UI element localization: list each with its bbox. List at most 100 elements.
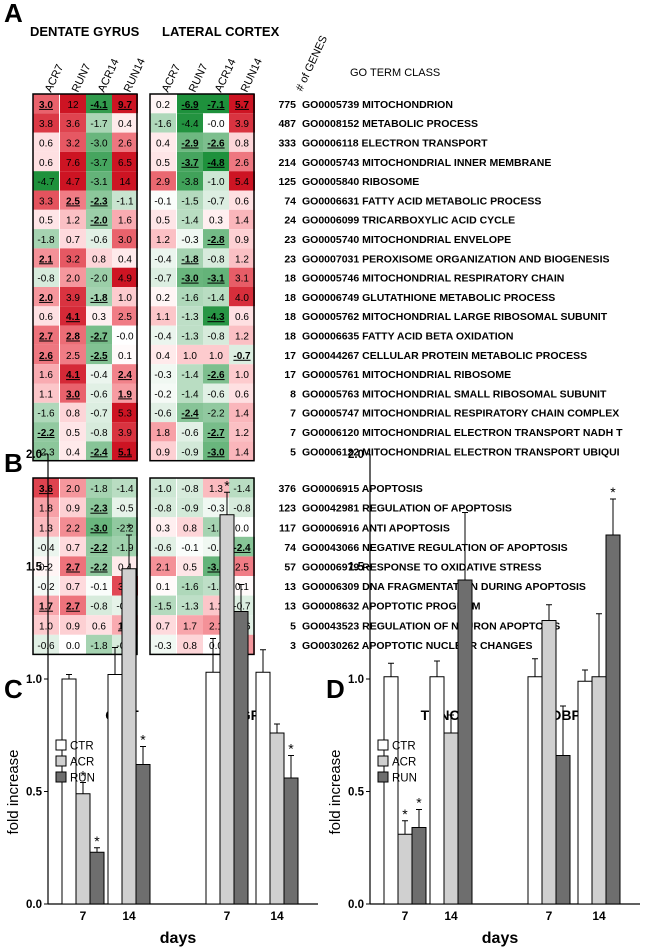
heatmap-a-gene-count: 7 — [290, 427, 296, 439]
heatmap-b-cell — [60, 634, 86, 655]
heatmap-a-cell-value: 2.0 — [66, 274, 80, 285]
heatmap-a-cell — [229, 344, 255, 365]
heatmap-b-go-term: GO0006979 RESPONSE TO OXIDATIVE STRESS — [302, 562, 541, 574]
heatmap-a-cell-value: -2.3 — [90, 196, 108, 207]
heatmap-a-cell-value: 2.6 — [235, 158, 249, 169]
heatmap-a-cell-value: 1.4 — [235, 409, 249, 420]
chart-c-legend-label: RUN — [70, 773, 95, 785]
heatmap-a-cell — [86, 364, 112, 384]
heatmap-a-cell — [112, 422, 138, 442]
heatmap-a-cell — [203, 287, 229, 307]
heatmap-a-cell-value: -3.0 — [181, 274, 199, 285]
heatmap-a-cell — [112, 113, 138, 133]
heatmap-a: 3.0 12 -4.1 9.7 0.2 -6.9 -7.1 5.7 775 GO0005739 M… — [32, 93, 623, 462]
heatmap-a-cell-value: 2.5 — [66, 196, 80, 207]
heatmap-a-cell — [229, 422, 255, 442]
heatmap-a-cell — [150, 209, 176, 230]
heatmap-b-cell-value: -0.6 — [154, 543, 172, 554]
genes-count-header: # of GENES — [294, 34, 330, 93]
chart-c-y-tick-label: 1.0 — [26, 674, 42, 686]
heatmap-b-cell — [33, 576, 59, 596]
chart-d-x-axis-label: days — [482, 930, 519, 947]
chart-c-legend-swatch — [55, 739, 67, 751]
heatmap-b-go-term: GO0030262 APOPTOTIC NUCLEAR CHANGES — [302, 640, 532, 652]
heatmap-a-cell — [203, 383, 229, 403]
heatmap-b-cell-value: 0.8 — [183, 523, 197, 534]
chart-d-legend-label: RUN — [392, 773, 417, 785]
heatmap-a-cell — [203, 441, 229, 461]
heatmap-a-cell-value: -4.8 — [207, 158, 225, 169]
heatmap-a-cell-value: -3.7 — [90, 158, 108, 169]
heatmap-a-cell-value: -0.4 — [90, 370, 108, 381]
heatmap-a-border-dg — [32, 93, 138, 462]
heatmap-a-cell-value: 1.2 — [235, 331, 249, 342]
heatmap-a-cell — [229, 229, 255, 249]
heatmap-a-cell — [112, 383, 138, 403]
heatmap-a-cell — [150, 402, 176, 423]
heatmap-a-cell-value: -0.0 — [207, 119, 225, 130]
heatmap-a-cell — [150, 113, 176, 133]
chart-d-bar — [591, 676, 607, 905]
heatmap-a-cell-value: -3.8 — [181, 177, 199, 188]
heatmap-a-cell — [177, 383, 203, 403]
heatmap-a-cell-value: 3.0 — [118, 235, 132, 246]
panel-b-letter: B — [4, 448, 23, 478]
heatmap-a-cell-value: 2.6 — [118, 138, 132, 149]
heatmap-a-cell-value: 0.5 — [66, 428, 80, 439]
heatmap-a-cell — [60, 94, 86, 114]
chart-c-bar — [255, 671, 271, 905]
heatmap-a-cell — [229, 94, 255, 114]
heatmap-a-cell-value: -0.6 — [90, 235, 108, 246]
chart-c-bar — [283, 777, 299, 905]
heatmap-a-cell — [177, 94, 203, 114]
heatmap-a-cell-value: 5.4 — [235, 177, 249, 188]
heatmap-b-cell — [60, 517, 86, 537]
chart-c-legend-label: CTR — [70, 741, 94, 753]
heatmap-b-cell-value: 1.0 — [39, 621, 53, 632]
heatmap-a-cell-value: 0.5 — [39, 216, 53, 227]
heatmap-a-cell — [177, 306, 203, 326]
heatmap-b-go-term: GO0006309 DNA FRAGMENTATION DURING APOPT… — [302, 581, 586, 593]
chart-d-significance-star: * — [402, 806, 408, 822]
heatmap-a-cell-value: -0.8 — [207, 331, 225, 342]
chart-d-significance-star: * — [610, 484, 616, 500]
heatmap-b-cell — [112, 536, 138, 557]
heatmap-b-cell — [33, 517, 59, 537]
chart-d-bar — [397, 833, 413, 905]
heatmap-a-cell — [86, 306, 112, 326]
heatmap-a-cell — [229, 113, 255, 133]
heatmap-a-cell-value: -0.6 — [207, 389, 225, 400]
heatmap-a-cell-value: 3.9 — [118, 428, 132, 439]
heatmap-b-cell-value: 1.7 — [183, 621, 197, 632]
heatmap-a-cell — [33, 94, 59, 114]
heatmap-a-cell — [229, 248, 255, 268]
dg-col-label-acr7: ACR7 — [43, 63, 66, 95]
heatmap-b-cell — [86, 615, 112, 635]
heatmap-a-cell — [60, 132, 86, 152]
heatmap-a-cell-value: 5.3 — [118, 409, 132, 420]
heatmap-a-cell — [33, 229, 59, 249]
heatmap-a-cell-value: 1.0 — [183, 351, 197, 362]
heatmap-b-cell-value: -1.8 — [90, 484, 108, 495]
heatmap-a-cell-value: 3.2 — [66, 138, 80, 149]
heatmap-b-cell-value: 2.5 — [235, 563, 249, 574]
heatmap-a-cell-value: 1.2 — [156, 235, 170, 246]
chart-d-day-label: 7 — [402, 909, 409, 923]
heatmap-b-border-dg — [32, 477, 138, 656]
heatmap-a-gene-count: 5 — [290, 446, 296, 458]
chart-c-bar — [233, 611, 249, 905]
chart-c-y-axis-label: fold increase — [5, 749, 22, 834]
heatmap-b-cell — [60, 556, 86, 576]
heatmap-a-cell — [229, 325, 255, 345]
chart-c-significance-star: * — [288, 741, 294, 757]
chart-d-y-tick-label: 1.0 — [348, 674, 364, 686]
heatmap-a-cell-value: 0.9 — [156, 447, 170, 458]
heatmap-a-cell-value: 1.8 — [156, 428, 170, 439]
heatmap-a-cell — [112, 151, 138, 172]
heatmap-a-cell — [177, 229, 203, 249]
heatmap-b-gene-count: 13 — [284, 581, 296, 593]
heatmap-a-cell-value: -2.2 — [207, 409, 225, 420]
heatmap-b-cell-value: -1.6 — [181, 582, 199, 593]
heatmap-a-cell-value: -4.1 — [90, 100, 108, 111]
